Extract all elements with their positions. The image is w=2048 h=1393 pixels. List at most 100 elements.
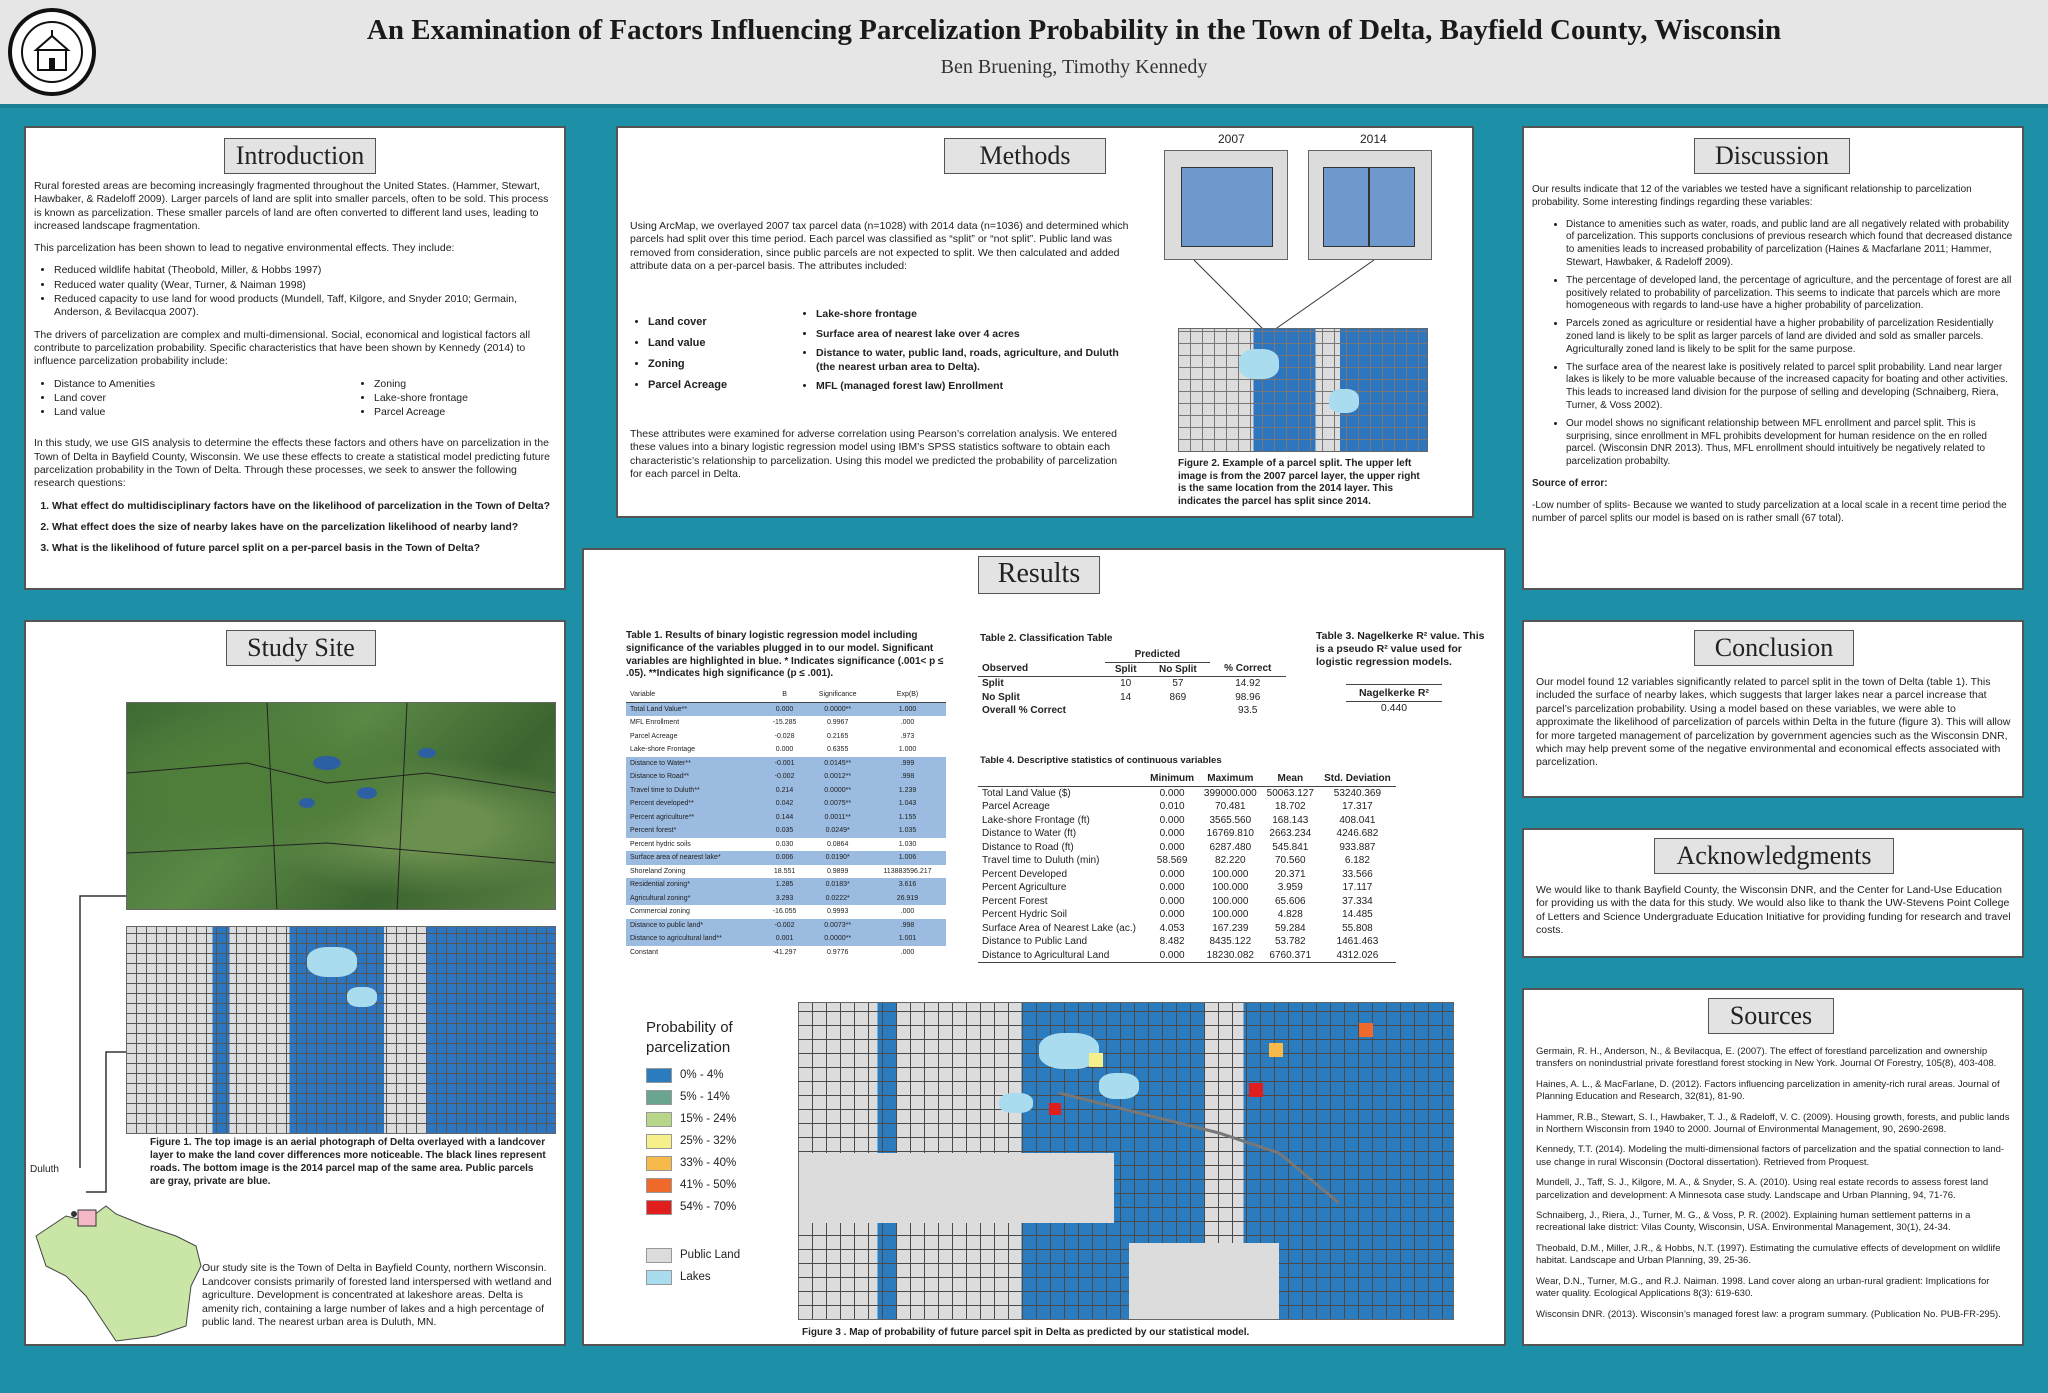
parcel-2007-image <box>1164 150 1288 260</box>
university-logo <box>8 8 96 96</box>
conclusion-panel: Conclusion Our model found 12 variables … <box>1522 620 2024 798</box>
intro-paragraph: In this study, we use GIS analysis to de… <box>34 437 550 490</box>
predicted-header: Predicted <box>1105 648 1210 663</box>
table-3-caption: Table 3. Nagelkerke R² value. This is a … <box>1316 630 1485 668</box>
list-item: Surface area of nearest lake over 4 acre… <box>816 328 1128 342</box>
legend-swatch <box>646 1177 672 1193</box>
legend-item: 33% - 40% <box>646 1152 786 1174</box>
wisconsin-locator-map <box>35 1205 202 1342</box>
legend-item: Lakes <box>646 1266 786 1288</box>
legend-item: 0% - 4% <box>646 1064 786 1086</box>
list-item: Land value <box>648 333 790 353</box>
legend-label: 0% - 4% <box>680 1069 724 1081</box>
table-header: % Correct <box>1224 663 1272 675</box>
conclusion-text: Our model found 12 variables significant… <box>1536 676 2011 769</box>
table-row: Surface Area of Nearest Lake (ac.) 4.053 1… <box>982 922 1373 934</box>
intro-paragraph: Rural forested areas are becoming increa… <box>34 180 549 232</box>
conclusion-title: Conclusion <box>1694 630 1854 666</box>
legend-item: 41% - 50% <box>646 1174 786 1196</box>
source-item: Theobald, D.M., Miller, J.R., & Hobbs, N… <box>1536 1242 2001 1267</box>
nagelkerke-value: 0.440 <box>1380 702 1408 714</box>
list-item: MFL (managed forest law) Enrollment <box>816 380 1128 394</box>
list-item: Distance to water, public land, roads, a… <box>816 347 1128 374</box>
table-row: Percent Forest 0.000 100.000 65.606 37.334 <box>982 895 1373 907</box>
duluth-label: Duluth <box>30 1164 59 1175</box>
introduction-text: Rural forested areas are becoming increa… <box>34 180 558 564</box>
table-row: Distance to agricultural land** 0.001 0.00… <box>626 932 946 946</box>
table-row: Shoreland Zoning 18.551 0.9899 113883596.21… <box>630 867 932 875</box>
table-2-caption: Table 2. Classification Table <box>980 633 1113 644</box>
sources-title: Sources <box>1708 998 1834 1034</box>
legend-swatch <box>646 1247 672 1263</box>
legend-label: 33% - 40% <box>680 1157 737 1169</box>
source-item: Mundell, J., Taff, S. J., Kilgore, M. A.… <box>1536 1177 1989 1201</box>
legend-label: Lakes <box>680 1271 711 1283</box>
list-item: Reduced wildlife habitat (Theobold, Mill… <box>54 264 558 277</box>
table-header: Variable <box>630 691 656 698</box>
poster-header: An Examination of Factors Influencing Pa… <box>0 0 2048 108</box>
table-row: Percent Hydric Soil 0.000 100.000 4.828 14.4… <box>982 909 1373 920</box>
source-item: Haines, A. L., & MacFarlane, D. (2012). … <box>1536 1078 2000 1103</box>
poster-title: An Examination of Factors Influencing Pa… <box>366 14 1782 46</box>
list-item: Zoning <box>648 354 790 374</box>
table-row: Distance to Road** -0.002 0.0012** .998 <box>626 770 946 784</box>
table-row: Total Land Value** 0.000 0.0000** 1.000 <box>626 702 946 716</box>
error-heading: Source of error: <box>1532 477 1608 489</box>
legend-item: 5% - 14% <box>646 1086 786 1108</box>
nagelkerke-header: Nagelkerke R² <box>1346 684 1442 702</box>
source-item: Hammer, R.B., Stewart, S. I., Hawbaker, … <box>1536 1111 2010 1136</box>
error-text: -Low number of splits- Because we wanted… <box>1532 499 2007 524</box>
methods-panel: Methods Using ArcMap, we overlayed 2007 … <box>616 126 1474 518</box>
table-row: MFL Enrollment -15.285 0.9967.000 <box>630 719 915 726</box>
classification-table: Predicted Observed Split No Split % Corr… <box>978 648 1286 718</box>
introduction-panel: Introduction Rural forested areas are be… <box>24 126 566 590</box>
research-questions: What effect do multidisciplinary factors… <box>52 500 558 556</box>
table-header: Std. Deviation <box>1324 773 1391 784</box>
table-row: Overall % Correct 93.5 <box>982 705 1258 716</box>
figure-1-caption: Figure 1. The top image is an aerial pho… <box>150 1137 546 1187</box>
table-header-row: Minimum Maximum Mean Std. Deviation <box>978 772 1396 786</box>
list-item: Zoning <box>374 378 468 391</box>
table-row: Travel time to Duluth (min) 58.569 82.220 7… <box>982 855 1370 866</box>
source-item: Germain, R. H., Anderson, N., & Bevilacq… <box>1536 1046 1997 1070</box>
table-row: Percent hydric soils 0.030 0.0864 1.030 <box>630 840 917 848</box>
methods-text-1: Using ArcMap, we overlayed 2007 tax parc… <box>630 220 1129 272</box>
parcel-map-2014-image <box>126 926 556 1134</box>
probability-map-image <box>798 1002 1454 1320</box>
study-site-panel: Study Site Figure 1. The top image is an… <box>24 620 566 1346</box>
figure-2-caption: Figure 2. Example of a parcel split. The… <box>1178 458 1420 507</box>
legend-label: Public Land <box>680 1249 741 1261</box>
acknowledgments-title: Acknowledgments <box>1654 838 1894 874</box>
list-item: The surface area of the nearest lake is … <box>1566 362 2016 413</box>
table-row: Percent developed** 0.042 0.0075** 1.043 <box>626 797 946 811</box>
legend-label: 5% - 14% <box>680 1091 730 1103</box>
intro-paragraph: The drivers of parcelization are complex… <box>34 328 531 368</box>
list-item: Land cover <box>648 312 790 332</box>
introduction-title: Introduction <box>224 138 376 174</box>
table-header: Exp(B) <box>896 691 919 698</box>
table-header: Observed <box>982 663 1029 675</box>
probability-legend: 0% - 4% 5% - 14% 15% - 24% 25% - 32% 33% - 4… <box>646 1064 786 1288</box>
regression-table: Variable B Significance Exp(B) Total Lan… <box>626 688 946 959</box>
methods-attributes-left: Land cover Land value Zoning Parcel Acre… <box>630 312 790 404</box>
legend-swatch <box>646 1111 672 1127</box>
list-item: Parcel Acreage <box>648 375 790 395</box>
methods-text-2: These attributes were examined for adver… <box>630 428 1118 480</box>
descriptive-stats-table: Minimum Maximum Mean Std. Deviation Tota… <box>978 772 1396 963</box>
list-item: Land value <box>54 406 354 419</box>
table-row: Lake-shore Frontage 0.000 0.6355 1.000 <box>630 746 917 753</box>
discussion-intro: Our results indicate that 12 of the vari… <box>1532 184 1972 208</box>
legend-title: Probability of parcelization <box>646 1019 733 1056</box>
table-row: Lake-shore Frontage (ft) 0.000 3565.560 168… <box>982 814 1376 826</box>
university-seal-icon <box>21 21 83 83</box>
table-1-caption: Table 1. Results of binary logistic regr… <box>626 630 944 680</box>
table-4-caption: Table 4. Descriptive statistics of conti… <box>980 755 1222 766</box>
intro-paragraph: This parcelization has been shown to lea… <box>34 242 455 255</box>
year-2014-label: 2014 <box>1360 132 1387 146</box>
list-item: Reduced capacity to use land for wood pr… <box>54 293 558 320</box>
table-header: B <box>782 691 787 698</box>
source-item: Schnaiberg, J., Riera, J., Turner, M. G.… <box>1536 1210 1971 1234</box>
legend-swatch <box>646 1199 672 1215</box>
legend-swatch <box>646 1067 672 1083</box>
methods-attributes-right: Lake-shore frontage Surface area of near… <box>798 308 1128 403</box>
